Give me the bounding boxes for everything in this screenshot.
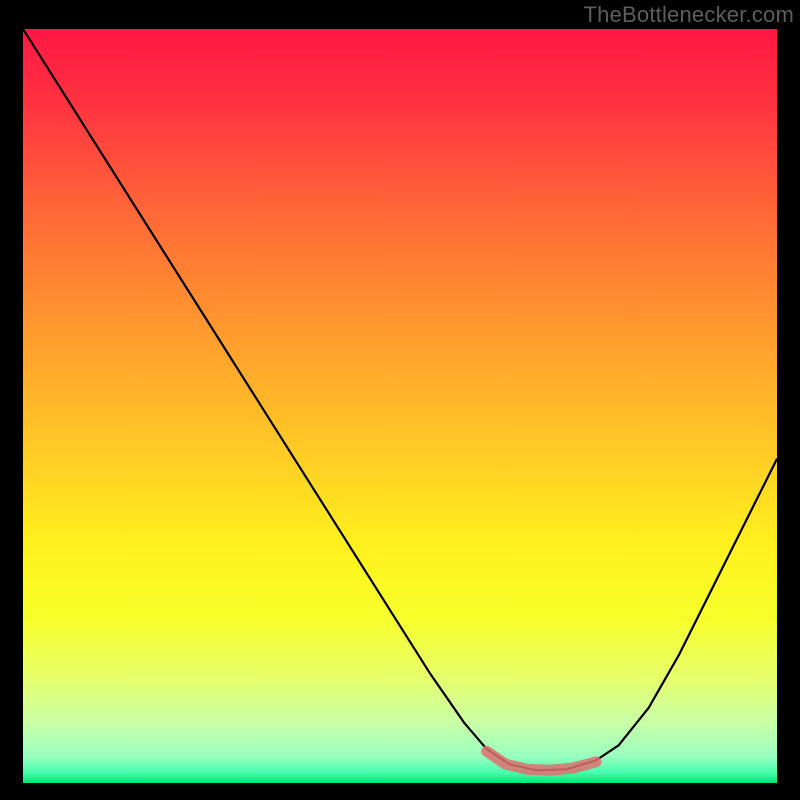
plot-area — [23, 29, 777, 783]
curve-layer — [23, 29, 777, 783]
attribution-text: TheBottleneсker.com — [584, 2, 794, 28]
bottleneck-curve — [23, 29, 777, 770]
chart-frame: TheBottleneсker.com — [0, 0, 800, 800]
optimal-highlight — [487, 751, 596, 770]
